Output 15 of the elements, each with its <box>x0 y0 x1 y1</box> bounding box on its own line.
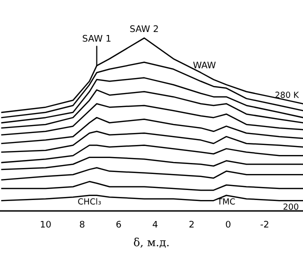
x-tick-label: 2 <box>189 220 194 228</box>
annotation: WAW <box>193 62 216 68</box>
x-tick-label: 0 <box>226 220 230 228</box>
annotation: SAW 2 <box>130 25 158 32</box>
annotation: SAW 1 <box>82 34 110 42</box>
x-tick-label: 10 <box>40 220 51 228</box>
series-label: 200 <box>284 203 298 210</box>
series-label: 280 K <box>275 92 300 98</box>
annotation: CHCl₃ <box>78 198 101 205</box>
x-axis-title: δ, м.д. <box>134 238 169 248</box>
annotation: TMC <box>217 198 235 205</box>
x-tick-label: 8 <box>80 220 84 228</box>
x-tick-label: 6 <box>116 220 121 228</box>
x-tick-label: -2 <box>260 220 268 228</box>
x-tick-label: 4 <box>152 220 158 228</box>
